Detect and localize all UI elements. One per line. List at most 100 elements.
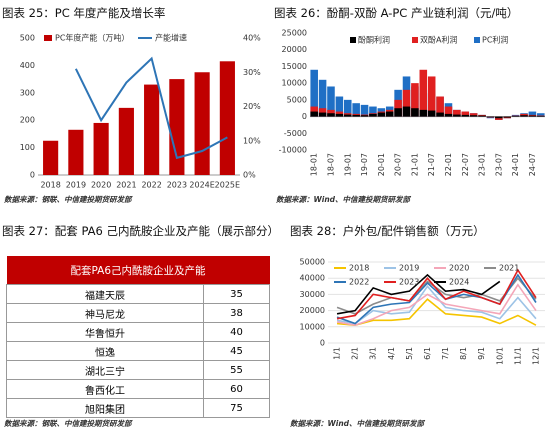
- legend-label: PC年度产能（万吨）: [55, 33, 129, 43]
- y-tick-label: 5000: [287, 95, 307, 104]
- x-tick-label: 22-01: [444, 153, 453, 176]
- series-line: [336, 273, 501, 315]
- x-tick-label: 2019: [66, 181, 86, 190]
- x-tick-label: 6/1: [423, 347, 432, 360]
- bar: [411, 83, 419, 117]
- legend-label: 2019: [399, 264, 419, 273]
- bar: [511, 115, 520, 117]
- bar: [394, 99, 402, 117]
- bar: [478, 115, 486, 117]
- x-tick-label: 20-07: [394, 153, 403, 176]
- y-tick-label: 20%: [243, 102, 261, 111]
- x-tick-label: 23-07: [494, 153, 503, 176]
- x-tick-label: 2025E: [215, 181, 240, 190]
- bar: [352, 114, 360, 117]
- bar: [352, 103, 360, 117]
- bar: [461, 111, 470, 117]
- x-tick-label: 5/1: [405, 347, 414, 360]
- series-line: [336, 283, 537, 327]
- x-tick-label: 21-07: [427, 153, 436, 176]
- bar: [453, 109, 461, 117]
- x-tick-label: 1/1: [333, 347, 342, 360]
- bar: [343, 99, 352, 117]
- x-tick-label: 18-07: [326, 153, 335, 176]
- x-tick-label: 2020: [91, 181, 111, 190]
- legend-label: PC利润: [482, 35, 508, 45]
- bar: [444, 106, 453, 117]
- y-tick-label: 0: [320, 339, 325, 348]
- x-tick-label: 8/1: [459, 347, 468, 360]
- x-tick-label: 2021: [116, 181, 136, 190]
- bar: [369, 113, 377, 117]
- bar: [327, 113, 335, 117]
- bar: [335, 113, 344, 117]
- y-tick-label: 10000: [300, 322, 325, 331]
- bar: [427, 76, 436, 117]
- y-tick-label: 100: [20, 143, 35, 152]
- x-tick-label: 24-01: [511, 153, 520, 176]
- y-tick-label: 200: [20, 116, 35, 125]
- y-tick-label: 25000: [282, 29, 307, 38]
- legend-label: 2024: [449, 278, 469, 287]
- figure-title: 图表 27：配套 PA6 己内酰胺企业及产能（展示部分）: [2, 224, 279, 238]
- x-tick-label: 9/1: [477, 347, 486, 360]
- table-cell: 75: [202, 398, 271, 418]
- x-tick-label: 2/1: [351, 347, 360, 360]
- figure-title: 图表 28：户外包/配件销售额（万元）: [290, 224, 485, 238]
- bar: [495, 116, 503, 120]
- legend-label: 2021: [499, 264, 519, 273]
- y-tick-label: 500: [20, 34, 35, 43]
- legend-label: 2023: [399, 278, 419, 287]
- figure-title: 图表 25：PC 年度产能及增长率: [2, 6, 166, 20]
- x-tick-label: 2018: [40, 181, 60, 190]
- bar: [419, 69, 428, 117]
- bar: [528, 111, 537, 117]
- table-header: 配套PA6己内酰胺企业及产能: [6, 256, 270, 285]
- source-note: 数据来源：Wind、中信建投期货研发部: [276, 195, 411, 204]
- bar: [461, 114, 470, 117]
- x-tick-label: 19-07: [360, 153, 369, 176]
- bar: [469, 115, 478, 117]
- y-tick-label: 0: [30, 171, 35, 180]
- bar: [377, 112, 386, 117]
- bar: [327, 86, 335, 117]
- source-note: 数据来源：钢联、中信建投期货研发部: [4, 419, 132, 428]
- x-tick-label: 23-01: [478, 153, 487, 176]
- bar: [369, 106, 377, 117]
- legend-label: 2022: [349, 278, 369, 287]
- y-tick-label: -10000: [279, 146, 307, 155]
- bar: [394, 108, 402, 117]
- y-tick-label: 40000: [300, 274, 325, 283]
- bar: [453, 114, 461, 117]
- capacity-table: 配套PA6己内酰胺企业及产能 福建天辰 35 神马尼龙 38 华鲁恒升 40 恒逸 45 湖北三…: [6, 256, 271, 418]
- bar: [360, 115, 369, 117]
- y-tick-label: 10000: [282, 79, 307, 88]
- y-tick-label: 15000: [282, 62, 307, 71]
- x-tick-label: 11/1: [513, 347, 522, 365]
- bar: [436, 112, 444, 117]
- series-line: [336, 298, 537, 326]
- bar: [144, 84, 160, 175]
- x-tick-label: 7/1: [441, 347, 450, 360]
- bar: [520, 115, 528, 117]
- bar: [343, 114, 352, 117]
- table-cell: 旭阳集团: [6, 398, 204, 418]
- y-tick-label: 50000: [300, 258, 325, 267]
- legend-swatch: [350, 37, 356, 43]
- legend-label: 双酚A利润: [420, 35, 457, 45]
- bar: [402, 89, 411, 117]
- x-tick-label: 24-07: [528, 153, 537, 176]
- bar: [537, 113, 545, 117]
- bar: [495, 116, 503, 119]
- series-line: [336, 284, 537, 325]
- series-line: [336, 268, 537, 320]
- x-tick-label: 2024E: [189, 181, 214, 190]
- bar: [335, 96, 344, 117]
- bar: [118, 107, 134, 175]
- bar: [486, 116, 495, 118]
- legend-label: 酚酮利润: [358, 35, 390, 45]
- figure-title: 图表 26：酚酮-双酚 A-PC 产业链利润（元/吨）: [274, 6, 519, 20]
- bar: [219, 61, 235, 175]
- bar: [402, 106, 411, 117]
- x-tick-label: 19-01: [343, 153, 352, 176]
